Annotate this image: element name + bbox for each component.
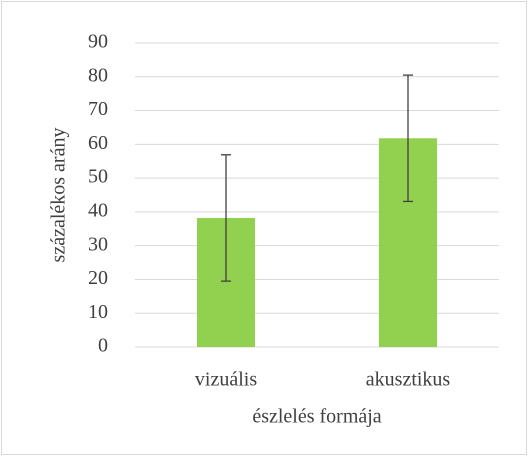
y-tick-label: 90 [88,31,108,53]
y-tick-label: 40 [88,199,108,221]
y-axis-label: százalékos arány [48,128,70,263]
error-bar [403,74,413,203]
x-axis-label: észlelés formája [252,406,381,428]
y-tick-label: 60 [88,132,108,154]
y-tick-label: 0 [98,335,108,357]
y-tick-label: 20 [88,267,108,289]
error-bar [221,154,231,282]
y-tick-label: 80 [88,64,108,86]
y-tick-label: 30 [88,233,108,255]
y-tick-label: 70 [88,98,108,120]
y-tick-label: 50 [88,166,108,188]
x-tick-label: vizuális [195,369,257,391]
x-tick-label: akusztikus [366,369,451,391]
y-tick-label: 10 [88,301,108,323]
